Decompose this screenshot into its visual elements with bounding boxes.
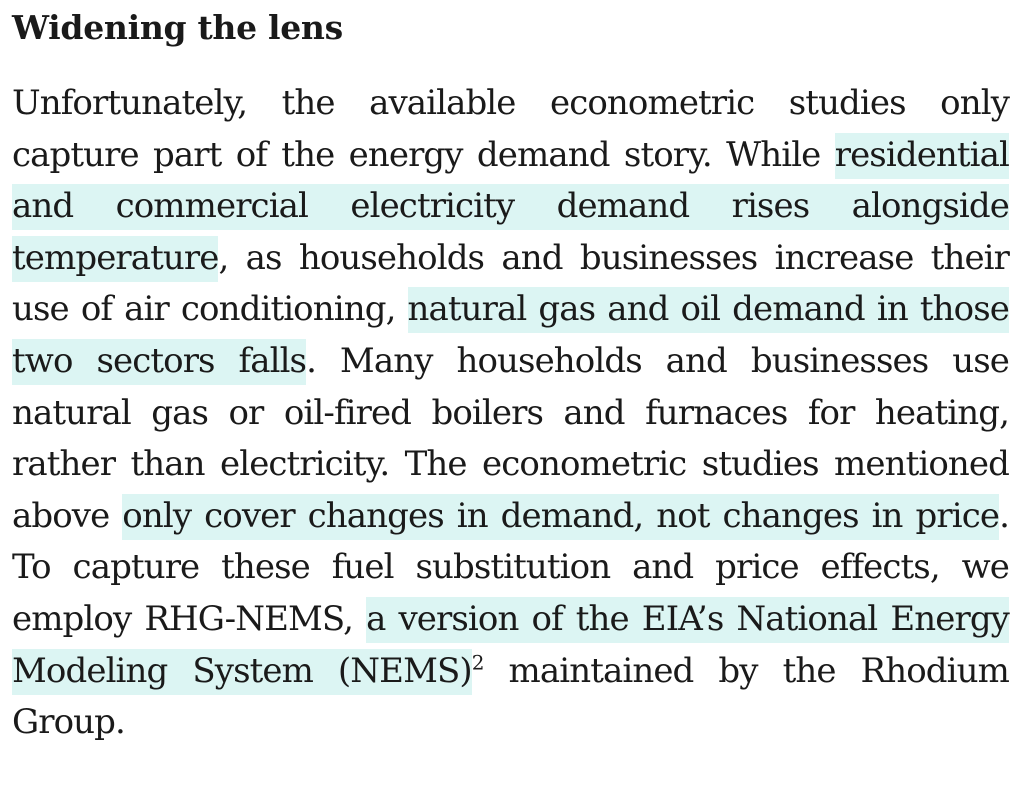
- text-segment: . To capture these fuel substitution and…: [12, 495, 1010, 639]
- text-segment: maintained by the Rhodium Group.: [12, 650, 1010, 743]
- document-page: Widening the lens Unfortunately, the ava…: [12, 0, 1010, 749]
- text-segment: . Many households and businesses use nat…: [12, 340, 1010, 536]
- body-paragraph: Unfortunately, the available econometric…: [12, 78, 1010, 749]
- section-heading: Widening the lens: [12, 8, 343, 47]
- text-segment: Unfortunately, the available econometric…: [12, 83, 1010, 175]
- highlighted-text: only cover changes in demand, not change…: [122, 493, 1000, 540]
- footnote-marker[interactable]: 2: [471, 650, 485, 675]
- text-segment: , as households and businesses increase …: [12, 237, 1010, 330]
